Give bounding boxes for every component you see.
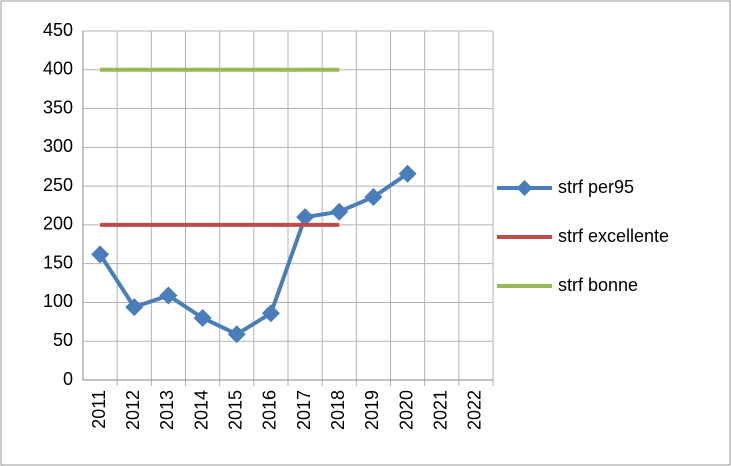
x-tick-label: 2013 <box>157 390 177 430</box>
y-tick-label: 450 <box>43 20 73 40</box>
x-tick-label: 2018 <box>328 390 348 430</box>
y-tick-label: 350 <box>43 97 73 117</box>
legend-label: strf excellente <box>558 226 669 246</box>
x-tick-label: 2019 <box>362 390 382 430</box>
x-tick-label: 2011 <box>89 390 109 429</box>
y-tick-label: 50 <box>53 330 73 350</box>
y-tick-label: 100 <box>43 291 73 311</box>
y-tick-label: 300 <box>43 136 73 156</box>
y-tick-label: 250 <box>43 175 73 195</box>
x-tick-label: 2017 <box>294 390 314 430</box>
legend-label: strf per95 <box>558 177 634 197</box>
x-tick-label: 2021 <box>431 390 451 430</box>
marker <box>159 286 178 305</box>
legend-marker <box>516 180 533 196</box>
series-line <box>98 172 409 337</box>
marker <box>261 304 280 323</box>
y-tick-label: 150 <box>43 252 73 272</box>
y-tick-label: 0 <box>63 369 73 389</box>
y-tick-label: 400 <box>43 59 73 79</box>
marker <box>296 208 315 227</box>
x-tick-label: 2022 <box>465 390 485 430</box>
legend-label: strf bonne <box>558 275 638 295</box>
x-tick-label: 2012 <box>123 390 143 430</box>
x-tick-label: 2015 <box>226 390 246 430</box>
marker <box>398 164 417 183</box>
x-tick-label: 2014 <box>191 390 211 430</box>
marker <box>125 298 144 317</box>
marker <box>193 308 212 327</box>
x-tick-label: 2020 <box>396 390 416 430</box>
marker <box>330 202 349 221</box>
y-tick-label: 200 <box>43 214 73 234</box>
marker <box>364 187 383 206</box>
x-tick-label: 2016 <box>260 390 280 430</box>
marker <box>91 245 110 264</box>
marker <box>227 325 246 344</box>
